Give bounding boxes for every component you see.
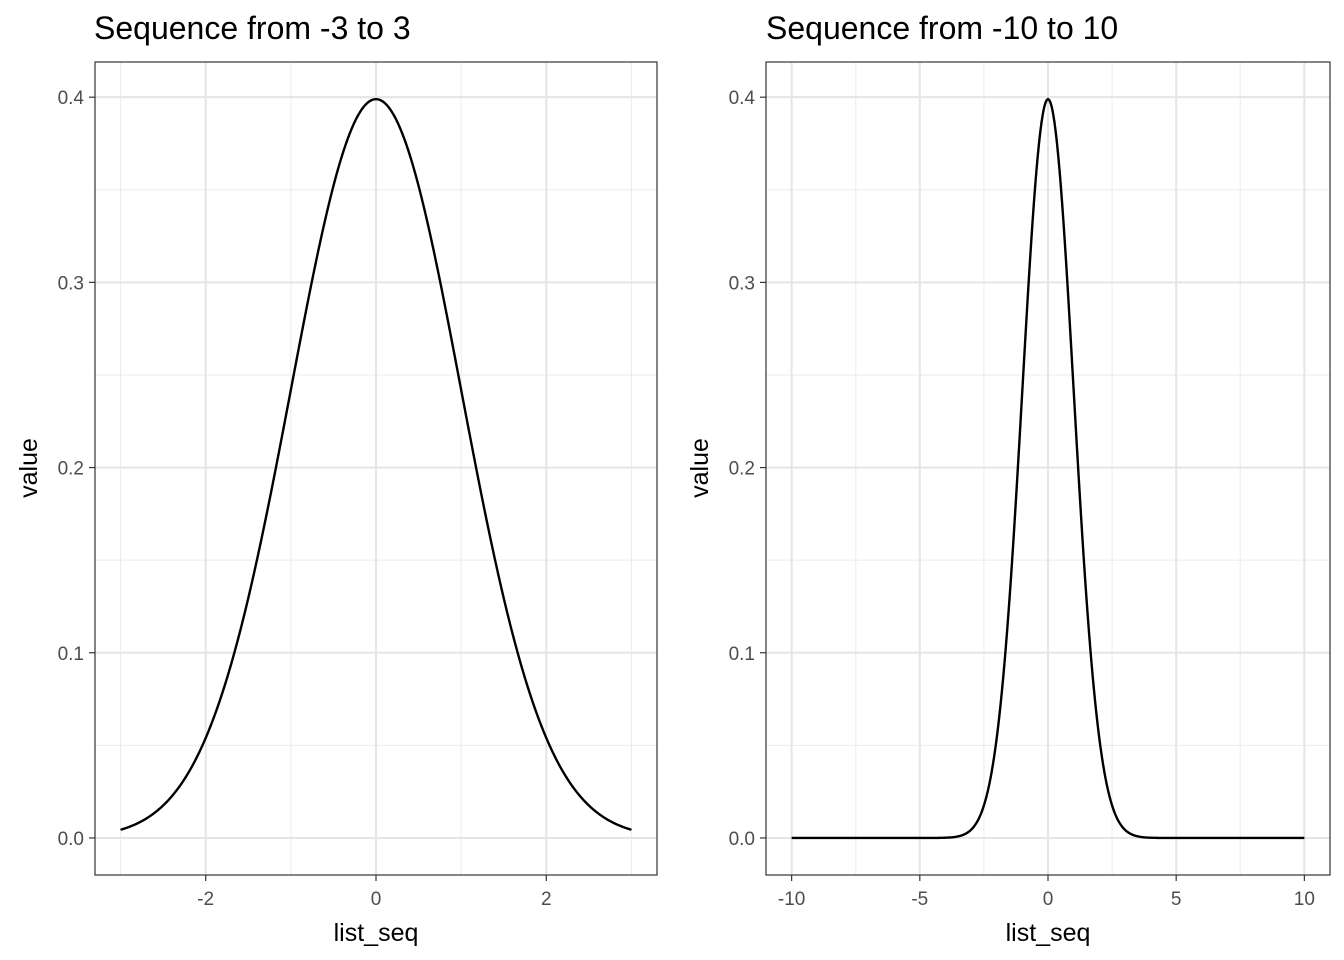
y-tick-label: 0.0 [729,829,755,850]
panel-right: Sequence from -10 to 10 -10 -5 0 5 10 0.0 0.1 0… [686,10,1331,947]
chart-title: Sequence from -3 to 3 [94,10,411,46]
y-tick-label: 0.3 [729,273,755,294]
y-tick-label: 0.2 [58,459,84,480]
panel-left: Sequence from -3 to 3 -2 0 2 0.0 0.1 0.2 0.3 0.… [15,10,658,947]
series-line [120,97,632,831]
y-axis-label: value [15,438,43,498]
x-tick-label: 2 [541,889,552,910]
series-line [791,97,1305,840]
x-tick-label: 0 [371,889,382,910]
x-tick-label: -10 [778,889,805,910]
x-axis-label: list_seq [334,919,419,947]
y-axis-label: value [686,438,714,498]
x-tick-label: 0 [1043,889,1054,910]
y-tick-label: 0.1 [729,644,755,665]
y-tick-label: 0.2 [729,459,755,480]
y-tick-label: 0.0 [58,829,84,850]
y-tick-label: 0.4 [58,88,85,109]
x-tick-label: -2 [197,889,214,910]
x-tick-label: 10 [1294,889,1315,910]
x-tick-label: 5 [1171,889,1182,910]
x-tick-label: -5 [911,889,928,910]
x-axis-label: list_seq [1006,919,1091,947]
y-tick-label: 0.4 [729,88,756,109]
y-tick-label: 0.1 [58,644,84,665]
chart-title: Sequence from -10 to 10 [766,10,1118,46]
y-tick-label: 0.3 [58,273,84,294]
